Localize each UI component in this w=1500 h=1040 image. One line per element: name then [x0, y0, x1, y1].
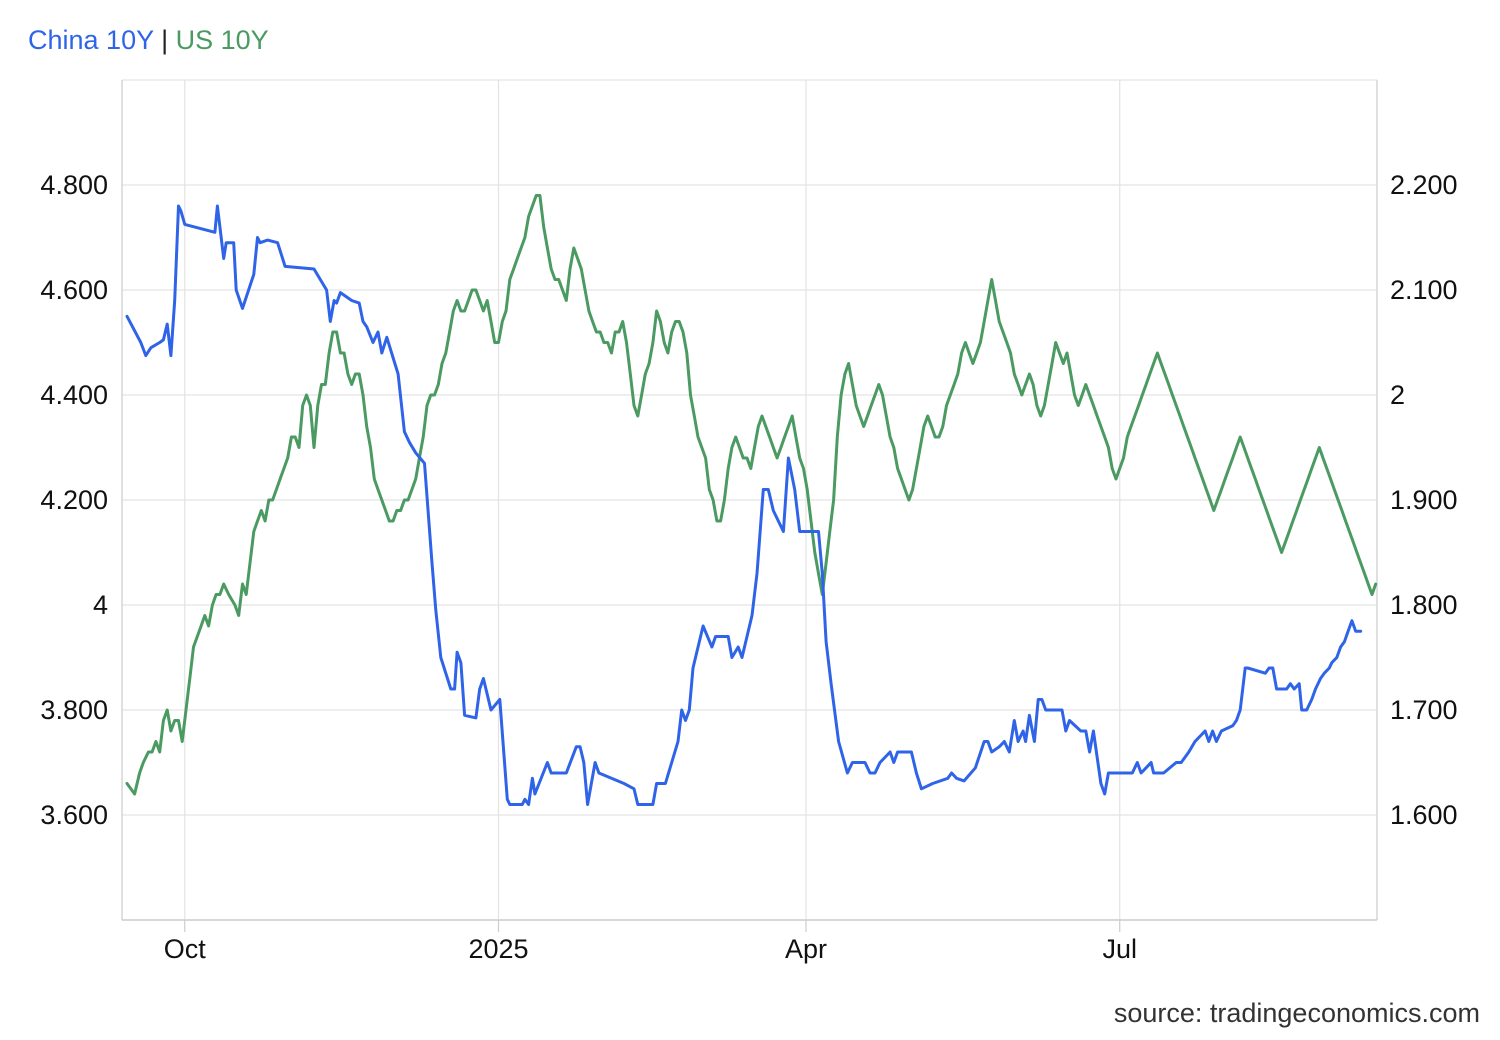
y-left-tick-label: 4.800 [40, 170, 108, 200]
series-lines [125, 194, 1378, 806]
x-tick-label: Oct [164, 934, 207, 964]
x-tick-label: Jul [1102, 934, 1137, 964]
y-right-tick-label: 1.600 [1390, 800, 1458, 830]
legend-china-10y[interactable]: China 10Y [28, 25, 154, 55]
grid-lines [122, 79, 1377, 920]
y-right-tick-label: 2 [1390, 380, 1405, 410]
legend-separator: | [153, 25, 176, 55]
us-10y-line[interactable] [125, 194, 1378, 796]
chart-legend: China 10Y | US 10Y [28, 22, 269, 58]
y-right-tick-label: 1.800 [1390, 590, 1458, 620]
legend-us-10y[interactable]: US 10Y [175, 25, 269, 55]
y-left-tick-label: 4.600 [40, 275, 108, 305]
y-left-tick-label: 3.600 [40, 800, 108, 830]
source-credit[interactable]: source: tradingeconomics.com [1113, 998, 1480, 1028]
y-left-tick-label: 4.200 [40, 485, 108, 515]
y-right-tick-label: 1.900 [1390, 485, 1458, 515]
china-10y-line[interactable] [125, 204, 1363, 806]
y-left-tick-label: 3.800 [40, 695, 108, 725]
x-tick-label: 2025 [468, 934, 528, 964]
y-right-tick-label: 1.700 [1390, 695, 1458, 725]
y-right-tick-label: 2.100 [1390, 275, 1458, 305]
y-right-tick-label: 2.200 [1390, 170, 1458, 200]
y-left-tick-label: 4 [93, 590, 108, 620]
y-left-tick-label: 4.400 [40, 380, 108, 410]
axes [121, 80, 1378, 932]
tick-labels: 3.600 3.800 4 4.200 4.400 4.600 4.800 1.600 1.70… [40, 170, 1457, 964]
x-tick-label: Apr [785, 934, 827, 964]
